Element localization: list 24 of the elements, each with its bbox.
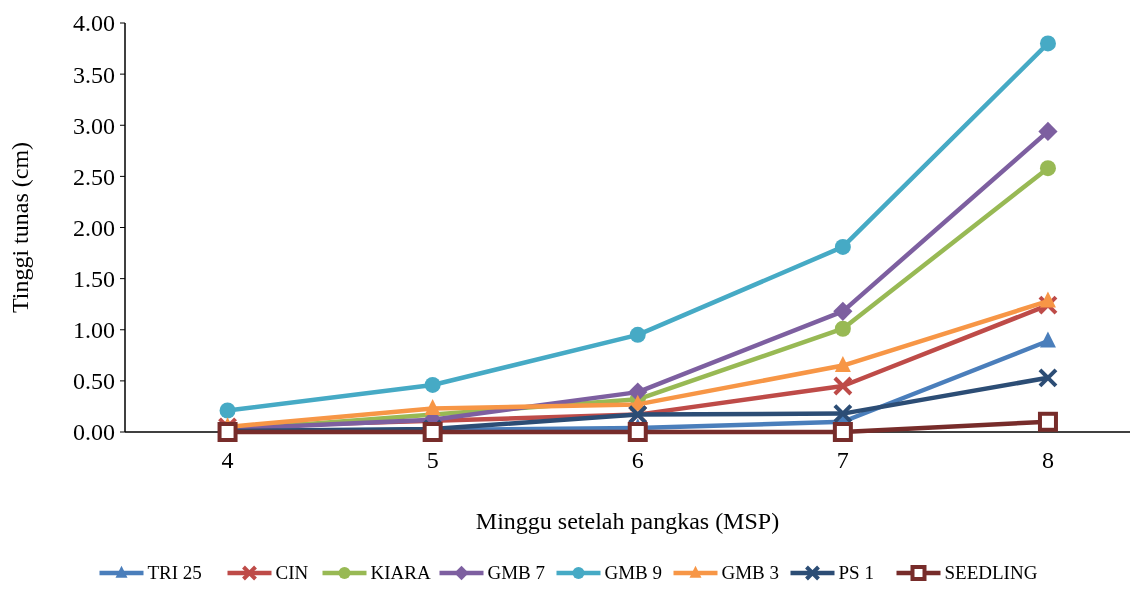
legend-label: GMB 7: [487, 562, 546, 583]
x-axis-title: Minggu setelah pangkas (MSP): [475, 508, 780, 534]
legend-label: KIARA: [370, 562, 431, 583]
y-tick-label: 2.50: [73, 163, 115, 190]
y-tick-label: 3.00: [73, 112, 115, 139]
legend-label: SEEDLING: [944, 562, 1038, 583]
x-tick-label: 6: [631, 447, 644, 473]
y-tick-label: 1.00: [73, 317, 115, 344]
x-tick-label: 5: [426, 447, 439, 473]
y-tick-label: 3.50: [73, 61, 115, 88]
y-tick-label: 4.00: [73, 10, 115, 37]
legend-label: TRI 25: [147, 562, 202, 583]
y-tick-label: 1.50: [73, 266, 115, 293]
y-tick-label: 2.00: [73, 214, 115, 241]
legend-label: GMB 3: [721, 562, 780, 583]
legend-label: GMB 9: [604, 562, 663, 583]
legend-label: CIN: [275, 562, 309, 583]
y-tick-label: 0.00: [73, 419, 115, 446]
legend-label: PS 1: [838, 562, 874, 583]
x-tick-label: 7: [836, 447, 849, 473]
x-tick-label: 8: [1041, 447, 1054, 473]
y-tick-label: 0.50: [73, 368, 115, 395]
y-axis-title: Tinggi tunas (cm): [7, 141, 33, 314]
x-tick-label: 4: [221, 447, 234, 473]
